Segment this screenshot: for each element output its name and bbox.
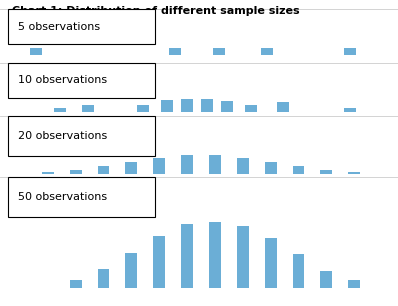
Bar (98, 269, 109, 288)
Bar (348, 280, 360, 288)
Bar (125, 162, 137, 174)
Bar (213, 48, 225, 55)
Bar (161, 100, 173, 112)
Text: 5 observations: 5 observations (18, 22, 100, 32)
Bar (277, 103, 289, 112)
Bar (245, 105, 257, 112)
Text: Chart 1: Distribution of different sample sizes: Chart 1: Distribution of different sampl… (12, 6, 300, 16)
Bar (8, 9, 155, 44)
Bar (221, 101, 233, 112)
Bar (153, 158, 165, 174)
Bar (293, 166, 304, 174)
Bar (348, 173, 360, 174)
Bar (237, 158, 249, 174)
Bar (30, 48, 42, 55)
Bar (70, 170, 82, 174)
Bar (320, 170, 332, 174)
Bar (70, 280, 82, 288)
Bar (265, 238, 277, 288)
Bar (320, 271, 332, 288)
Bar (201, 99, 213, 112)
Bar (137, 105, 149, 112)
Bar (169, 48, 181, 55)
Text: 10 observations: 10 observations (18, 75, 107, 85)
Bar (344, 48, 356, 55)
Bar (98, 166, 109, 174)
Bar (209, 222, 221, 288)
Bar (8, 116, 155, 156)
Bar (153, 236, 165, 288)
Bar (54, 108, 66, 112)
Bar (181, 225, 193, 288)
Bar (293, 254, 304, 288)
Bar (344, 108, 356, 112)
Text: 20 observations: 20 observations (18, 131, 107, 141)
Bar (8, 177, 155, 217)
Bar (265, 162, 277, 174)
Bar (82, 105, 94, 112)
Bar (261, 48, 273, 55)
Text: 50 observations: 50 observations (18, 192, 107, 202)
Bar (181, 99, 193, 112)
Bar (209, 155, 221, 174)
Bar (8, 63, 155, 98)
Bar (42, 173, 54, 174)
Bar (237, 226, 249, 288)
Bar (181, 155, 193, 174)
Bar (125, 253, 137, 288)
